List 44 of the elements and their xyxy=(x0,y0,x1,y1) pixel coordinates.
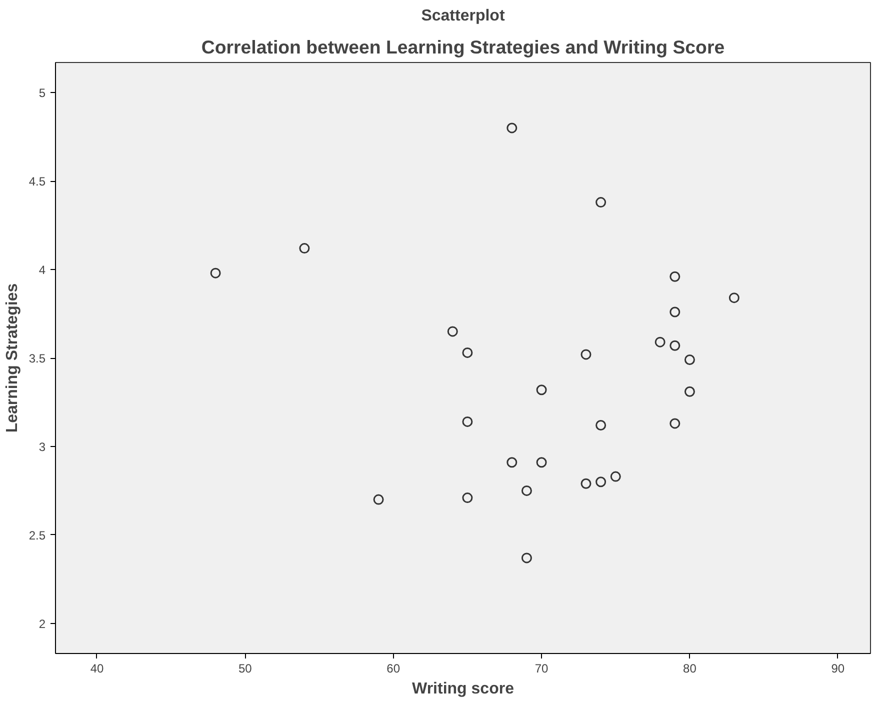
y-tick-label: 3.5 xyxy=(28,352,46,366)
y-axis-title: Learning Strategies xyxy=(4,283,21,433)
point xyxy=(299,243,310,254)
point xyxy=(670,418,680,429)
point xyxy=(447,326,458,337)
y-tick-label: 3 xyxy=(38,440,46,454)
y-tick-label: 4.5 xyxy=(28,174,46,189)
point xyxy=(670,271,680,282)
point xyxy=(521,552,532,564)
y-tick-label: 5 xyxy=(38,86,46,100)
x-tick-label: 80 xyxy=(683,662,697,676)
point xyxy=(670,306,680,318)
point xyxy=(596,420,606,430)
point xyxy=(580,349,592,360)
point xyxy=(684,386,695,397)
point xyxy=(373,494,384,505)
point xyxy=(536,384,547,396)
x-tick-label: 40 xyxy=(90,662,104,676)
point xyxy=(596,197,606,208)
point xyxy=(610,471,621,482)
point xyxy=(580,478,592,489)
point xyxy=(596,476,606,488)
point xyxy=(462,492,473,504)
point xyxy=(462,416,473,427)
point xyxy=(684,354,695,366)
point xyxy=(670,340,680,351)
point xyxy=(506,457,518,468)
x-axis-title: Writing score xyxy=(412,680,514,698)
point xyxy=(521,485,532,496)
point xyxy=(654,336,666,348)
x-tick-label: 50 xyxy=(238,662,252,676)
y-tick-label: 2 xyxy=(38,616,46,631)
point xyxy=(506,122,518,134)
point xyxy=(728,292,740,304)
point xyxy=(536,457,547,468)
x-tick-label: 60 xyxy=(386,662,400,676)
y-tick-label: 2.5 xyxy=(28,528,46,542)
y-tick-label: 4 xyxy=(38,263,46,278)
chart-subtitle: Correlation between Learning Strategies and Writing Score xyxy=(201,36,725,58)
point xyxy=(210,268,221,278)
x-tick-label: 70 xyxy=(534,662,549,676)
x-tick-label: 90 xyxy=(831,662,845,676)
point xyxy=(462,347,473,358)
chart-title: Scatterplot xyxy=(421,8,506,24)
